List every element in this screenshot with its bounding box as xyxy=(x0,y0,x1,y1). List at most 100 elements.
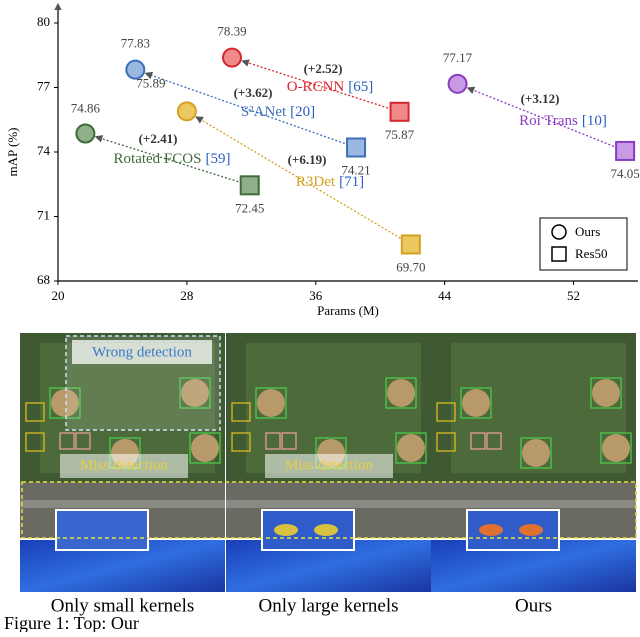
y-tick-label: 80 xyxy=(37,14,50,29)
detection-box xyxy=(255,387,287,419)
activation xyxy=(314,524,338,536)
zoom-inset xyxy=(466,509,560,551)
detection-box xyxy=(75,432,91,450)
detection-box xyxy=(600,432,632,464)
ball-field xyxy=(602,434,630,462)
figure-caption: Figure 1: Top: Our xyxy=(4,613,139,632)
method-name: Roi Trans xyxy=(519,113,578,129)
road xyxy=(431,500,636,508)
x-axis-label: Params (M) xyxy=(317,303,379,318)
point-ours xyxy=(75,123,96,144)
value-label: 78.39 xyxy=(217,24,246,39)
gain-label: (+3.62) xyxy=(234,85,273,100)
gain-arrow xyxy=(241,59,400,113)
method-name: O-RCNN xyxy=(287,79,345,95)
chart: 68 71 74 77 80 20 28 36 44 52 Params (M) mAP (%) 78.… xyxy=(5,2,640,318)
annotation: Wrong detection xyxy=(92,344,192,360)
ball-field xyxy=(522,439,550,467)
method-ref: [65] xyxy=(348,79,373,95)
activation xyxy=(274,524,298,536)
point-res50 xyxy=(615,140,636,161)
annotation: Miss detection xyxy=(80,457,168,473)
ball-field xyxy=(387,379,415,407)
gain-label: (+3.12) xyxy=(521,91,560,106)
detection-box xyxy=(231,432,251,452)
value-label: 74.21 xyxy=(341,162,370,177)
activation xyxy=(519,524,543,536)
x-tick-label: 36 xyxy=(309,288,323,303)
detection-box xyxy=(179,377,211,409)
gain-label: (+6.19) xyxy=(288,152,327,167)
legend-label: Ours xyxy=(575,224,600,239)
detection-box xyxy=(25,402,45,422)
panel-caption: Only large kernels xyxy=(259,595,399,616)
gain-arrow xyxy=(94,135,250,186)
method-label: R3Det [71] xyxy=(296,174,364,190)
detection-box xyxy=(486,432,502,450)
detection-box xyxy=(460,387,492,419)
value-label: 72.45 xyxy=(235,200,264,215)
detection-box xyxy=(281,432,297,450)
panel-caption: Only small kernels xyxy=(51,595,195,616)
method-ref: [59] xyxy=(205,151,230,167)
detection-box xyxy=(25,432,45,452)
ball-field xyxy=(397,434,425,462)
point-res50 xyxy=(389,101,410,122)
point-ours xyxy=(176,101,197,122)
point-ours xyxy=(222,47,242,68)
method-ref: [71] xyxy=(339,174,364,190)
activation xyxy=(479,524,503,536)
ball-field xyxy=(191,434,219,462)
image-panels: Only small kernels Only large kernels Ours… xyxy=(4,333,637,633)
annotation: Miss detection xyxy=(285,457,373,473)
detection-box xyxy=(231,402,251,422)
ball-field xyxy=(257,389,285,417)
value-label: 75.87 xyxy=(385,127,415,142)
point-ours xyxy=(125,59,146,80)
value-label: 77.17 xyxy=(443,50,473,65)
value-label: 74.05 xyxy=(610,166,639,181)
x-tick-label: 44 xyxy=(438,288,452,303)
detection-box xyxy=(436,432,456,452)
ball-field xyxy=(462,389,490,417)
detection-box xyxy=(590,377,622,409)
point-ours xyxy=(447,73,468,94)
method-name: S²ANet xyxy=(241,104,287,120)
detection-box xyxy=(520,437,552,469)
x-tick-label: 28 xyxy=(180,288,193,303)
miss-box xyxy=(21,481,637,539)
legend-marker xyxy=(551,224,567,240)
gain-arrow xyxy=(466,86,626,152)
detection-box xyxy=(436,402,456,422)
method-name: Rotated FCOS xyxy=(114,151,202,167)
detection-box xyxy=(470,432,486,450)
point-res50 xyxy=(346,137,367,158)
ball-field xyxy=(181,379,209,407)
zoom-inset xyxy=(55,509,149,551)
value-label: 77.83 xyxy=(121,36,150,51)
value-label: 69.70 xyxy=(396,259,425,274)
gain-label: (+2.52) xyxy=(304,61,343,76)
road xyxy=(20,500,225,508)
point-res50 xyxy=(239,175,260,196)
method-name: R3Det xyxy=(296,174,336,190)
legend-marker xyxy=(551,246,567,262)
y-tick-label: 77 xyxy=(37,78,51,93)
annotation-bg xyxy=(265,454,393,478)
ball-field xyxy=(51,389,79,417)
gain-arrow xyxy=(195,116,412,246)
ball-field xyxy=(592,379,620,407)
road xyxy=(226,500,431,508)
detection-box xyxy=(395,432,427,464)
panel-caption: Ours xyxy=(515,595,552,616)
y-tick-label: 68 xyxy=(37,272,50,287)
detection-box xyxy=(265,432,281,450)
method-label: S²ANet [20] xyxy=(241,104,315,120)
y-tick-label: 71 xyxy=(37,207,50,222)
detection-box xyxy=(385,377,417,409)
method-ref: [20] xyxy=(290,104,315,120)
detection-box xyxy=(189,432,221,464)
legend-label: Res50 xyxy=(575,246,608,261)
